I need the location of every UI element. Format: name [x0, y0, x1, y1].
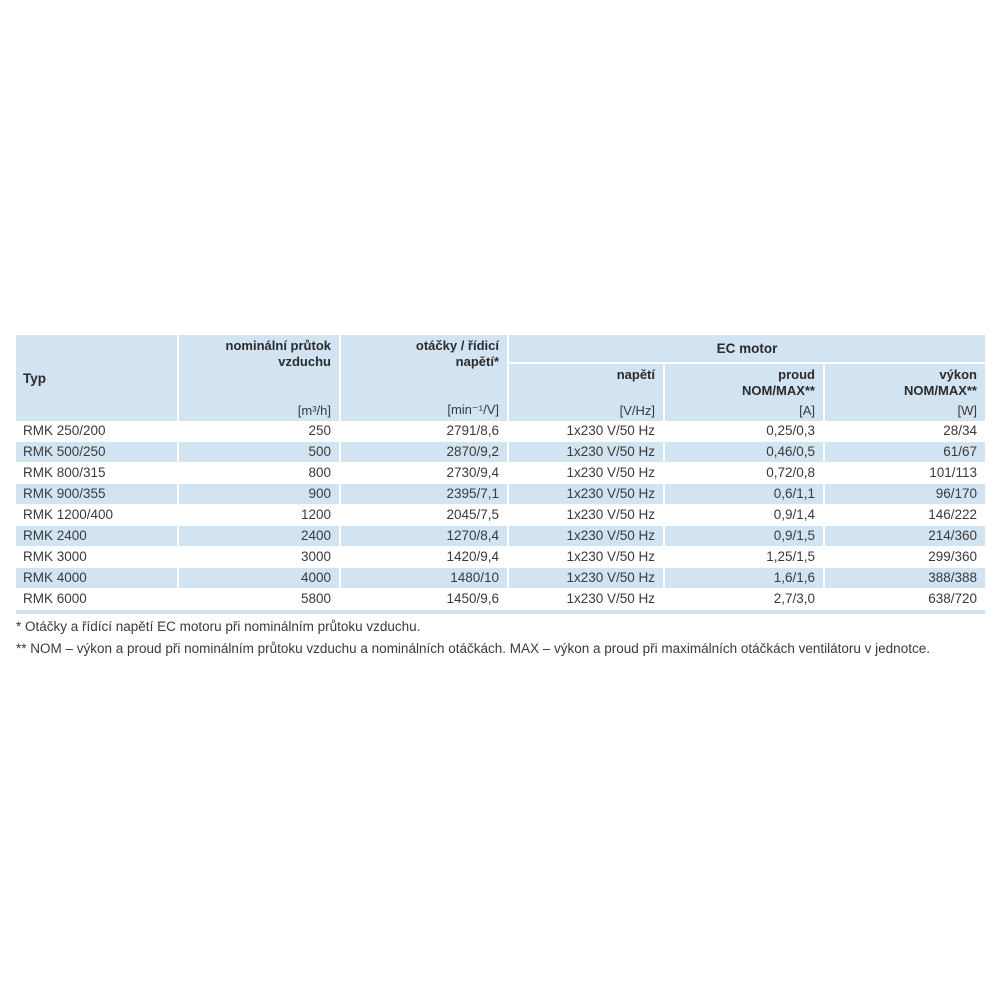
header-voltage-label: napětí	[616, 367, 655, 382]
cell-typ: RMK 900/355	[16, 484, 177, 504]
table-row: RMK 900/355 900 2395/7,1 1x230 V/50 Hz 0…	[16, 484, 985, 504]
cell-flow: 1200	[300, 507, 331, 522]
cell-voltage: 1x230 V/50 Hz	[566, 423, 655, 438]
cell-typ: RMK 2400	[16, 526, 177, 546]
cell-current: 1,25/1,5	[766, 549, 815, 564]
cell-flow: 900	[179, 484, 339, 504]
cell-power: 96/170	[825, 484, 985, 504]
cell-power: 61/67	[825, 442, 985, 462]
cell-speed: 1270/8,4	[341, 526, 507, 546]
table-row: RMK 3000 3000 1420/9,4 1x230 V/50 Hz 1,2…	[16, 547, 985, 567]
cell-current: 0,72/0,8	[766, 465, 815, 480]
footnote-2: ** NOM – výkon a proud při nominálním pr…	[16, 641, 930, 657]
cell-power: 146/222	[928, 507, 977, 522]
cell-typ: RMK 250/200	[23, 423, 106, 438]
table-header: Typ nominální průtok vzduchu [m³/h] otáč…	[16, 335, 985, 421]
header-nominal-flow-label: nominální průtok vzduchu	[225, 338, 331, 370]
cell-current: 0,25/0,3	[766, 423, 815, 438]
header-nominal-flow: nominální průtok vzduchu [m³/h]	[179, 335, 339, 421]
cell-flow: 2400	[179, 526, 339, 546]
header-voltage: napětí [V/Hz]	[509, 364, 663, 421]
table-row: RMK 1200/400 1200 2045/7,5 1x230 V/50 Hz…	[16, 505, 985, 525]
table-bottom-border	[16, 610, 985, 614]
cell-typ: RMK 6000	[23, 591, 87, 606]
cell-power: 299/360	[928, 549, 977, 564]
cell-speed: 1420/9,4	[446, 549, 499, 564]
cell-voltage: 1x230 V/50 Hz	[509, 442, 663, 462]
cell-voltage: 1x230 V/50 Hz	[566, 591, 655, 606]
cell-flow: 250	[308, 423, 331, 438]
cell-voltage: 1x230 V/50 Hz	[509, 526, 663, 546]
spec-table: Typ nominální průtok vzduchu [m³/h] otáč…	[16, 335, 985, 614]
footnote-1: * Otáčky a řídící napětí EC motoru při n…	[16, 619, 421, 634]
cell-power: 28/34	[943, 423, 977, 438]
cell-typ: RMK 3000	[23, 549, 87, 564]
cell-typ: RMK 500/250	[16, 442, 177, 462]
cell-speed: 1480/10	[341, 568, 507, 588]
header-current-label: proud NOM/MAX**	[742, 367, 815, 399]
header-current-unit: [A]	[799, 403, 815, 418]
header-power-unit: [W]	[957, 403, 978, 418]
cell-power: 388/388	[825, 568, 985, 588]
cell-speed: 2045/7,5	[446, 507, 499, 522]
cell-voltage: 1x230 V/50 Hz	[566, 549, 655, 564]
cell-current: 1,6/1,6	[665, 568, 823, 588]
cell-flow: 5800	[300, 591, 331, 606]
header-current: proud NOM/MAX** [A]	[665, 364, 823, 421]
cell-speed: 2870/9,2	[341, 442, 507, 462]
cell-typ: RMK 800/315	[23, 465, 106, 480]
table-row: RMK 6000 5800 1450/9,6 1x230 V/50 Hz 2,7…	[16, 589, 985, 609]
cell-current: 0,6/1,1	[665, 484, 823, 504]
header-ec-motor: EC motor	[509, 335, 985, 362]
cell-flow: 800	[308, 465, 331, 480]
header-power-label: výkon NOM/MAX**	[904, 367, 977, 399]
cell-typ: RMK 4000	[16, 568, 177, 588]
cell-flow: 3000	[300, 549, 331, 564]
header-voltage-unit: [V/Hz]	[619, 403, 655, 418]
header-speed-voltage: otáčky / řídicí napětí* [min⁻¹/V]	[341, 335, 507, 421]
header-speed-voltage-label: otáčky / řídicí napětí*	[415, 338, 499, 370]
cell-voltage: 1x230 V/50 Hz	[509, 568, 663, 588]
cell-typ: RMK 1200/400	[23, 507, 114, 522]
cell-current: 0,46/0,5	[665, 442, 823, 462]
cell-speed: 2791/8,6	[446, 423, 499, 438]
cell-current: 0,9/1,5	[665, 526, 823, 546]
cell-voltage: 1x230 V/50 Hz	[509, 484, 663, 504]
cell-power: 638/720	[928, 591, 977, 606]
header-nominal-flow-unit: [m³/h]	[297, 403, 331, 418]
table-row: RMK 250/200 250 2791/8,6 1x230 V/50 Hz 0…	[16, 421, 985, 441]
cell-power: 214/360	[825, 526, 985, 546]
header-typ: Typ	[16, 335, 177, 421]
cell-flow: 4000	[179, 568, 339, 588]
cell-current: 0,9/1,4	[773, 507, 815, 522]
header-power: výkon NOM/MAX** [W]	[825, 364, 985, 421]
cell-power: 101/113	[929, 465, 977, 480]
cell-speed: 2730/9,4	[446, 465, 499, 480]
table-row: RMK 500/250 500 2870/9,2 1x230 V/50 Hz 0…	[16, 442, 985, 462]
cell-speed: 2395/7,1	[341, 484, 507, 504]
footnotes: * Otáčky a řídící napětí EC motoru při n…	[16, 617, 982, 662]
table-row: RMK 4000 4000 1480/10 1x230 V/50 Hz 1,6/…	[16, 568, 985, 588]
cell-flow: 500	[179, 442, 339, 462]
cell-current: 2,7/3,0	[773, 591, 815, 606]
header-speed-voltage-unit: [min⁻¹/V]	[447, 402, 499, 417]
cell-voltage: 1x230 V/50 Hz	[566, 465, 655, 480]
cell-voltage: 1x230 V/50 Hz	[566, 507, 655, 522]
cell-speed: 1450/9,6	[446, 591, 499, 606]
table-row: RMK 800/315 800 2730/9,4 1x230 V/50 Hz 0…	[16, 463, 985, 483]
table-row: RMK 2400 2400 1270/8,4 1x230 V/50 Hz 0,9…	[16, 526, 985, 546]
